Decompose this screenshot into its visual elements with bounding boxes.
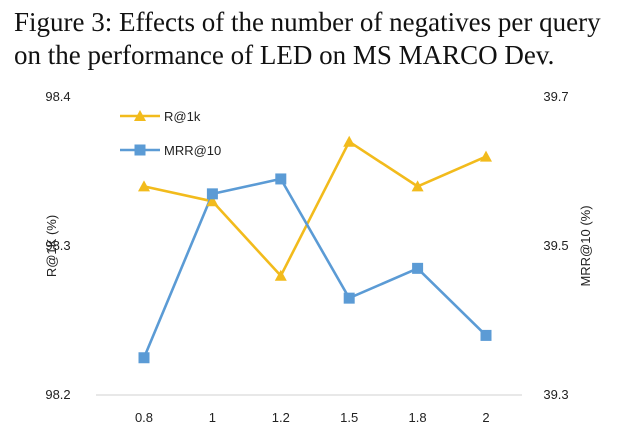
x-tick-label: 1.2 <box>272 410 290 425</box>
data-point-r-1k <box>343 135 356 147</box>
data-point-r-1k <box>411 180 424 192</box>
series-line-r-1k <box>143 140 487 278</box>
y-right-tick-label: 39.5 <box>543 238 568 253</box>
figure-caption: Figure 3: Effects of the number of negat… <box>14 7 601 70</box>
data-point-mrr-10 <box>480 329 492 341</box>
y-right-tick-label: 39.7 <box>543 89 568 104</box>
data-point-r-1k <box>138 180 150 192</box>
y-left-tick-label: 98.3 <box>45 238 70 253</box>
x-tick-label: 1.8 <box>409 410 427 425</box>
legend-label-mrr-10: MRR@10 <box>164 143 221 158</box>
data-point-mrr-10 <box>138 352 150 364</box>
data-point-mrr-10 <box>275 173 287 185</box>
legend-marker-mrr-10 <box>134 144 146 156</box>
x-tick-label: 2 <box>482 410 489 425</box>
y-left-tick-label: 98.4 <box>45 89 70 104</box>
series-line-mrr-10 <box>142 177 487 359</box>
data-point-mrr-10 <box>412 262 424 274</box>
data-point-mrr-10 <box>206 188 218 200</box>
y-left-axis-title: R@1K (%) <box>44 215 59 277</box>
y-right-tick-label: 39.3 <box>543 387 568 402</box>
x-tick-label: 1.5 <box>340 410 358 425</box>
data-point-r-1k <box>206 195 219 207</box>
x-tick-label: 0.8 <box>135 410 153 425</box>
y-right-axis-title: MRR@10 (%) <box>578 205 593 286</box>
data-point-mrr-10 <box>343 292 355 304</box>
data-point-r-1k <box>274 269 287 281</box>
legend-label-r-1k: R@1k <box>164 109 201 124</box>
data-point-r-1k <box>480 150 492 162</box>
y-left-tick-label: 98.2 <box>45 387 70 402</box>
x-tick-label: 1 <box>209 410 216 425</box>
legend-marker-r-1k <box>134 110 146 121</box>
